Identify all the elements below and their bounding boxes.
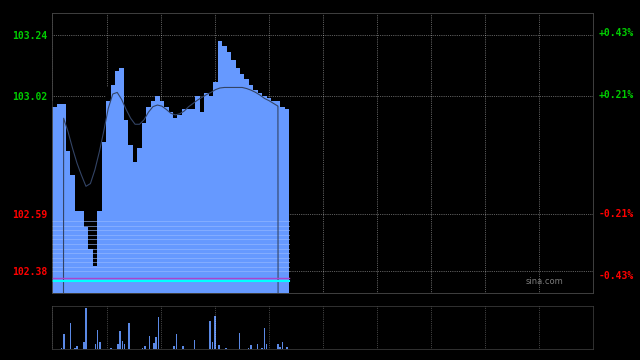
Bar <box>218 345 220 349</box>
Bar <box>173 346 175 349</box>
Bar <box>117 344 118 349</box>
Bar <box>277 344 278 349</box>
Bar <box>279 347 281 349</box>
Bar <box>250 345 252 349</box>
Bar <box>124 344 125 349</box>
Bar <box>248 348 250 349</box>
Bar <box>86 308 87 349</box>
Bar <box>95 344 96 349</box>
Bar <box>223 348 225 349</box>
Bar <box>261 348 263 349</box>
Bar <box>153 343 155 349</box>
Bar <box>99 342 100 349</box>
Bar <box>214 315 216 349</box>
Bar <box>225 348 227 349</box>
Bar <box>142 347 143 349</box>
Text: sina.com: sina.com <box>525 276 563 285</box>
Bar <box>156 337 157 349</box>
Bar <box>257 344 259 349</box>
Bar <box>266 344 268 349</box>
Bar <box>212 342 213 349</box>
Bar <box>182 346 184 349</box>
Bar <box>157 317 159 349</box>
Bar <box>97 330 99 349</box>
Bar <box>239 333 240 349</box>
Bar <box>63 334 65 349</box>
Bar <box>74 348 76 349</box>
Bar <box>209 321 211 349</box>
Bar <box>119 331 121 349</box>
Bar <box>128 323 130 349</box>
Bar <box>144 346 146 349</box>
Bar <box>194 340 195 349</box>
Bar <box>83 342 85 349</box>
Bar <box>282 342 283 349</box>
Bar <box>264 328 265 349</box>
Bar <box>110 348 112 349</box>
Bar <box>148 336 150 349</box>
Bar <box>61 348 62 349</box>
Bar <box>175 334 177 349</box>
Bar <box>70 323 71 349</box>
Bar <box>122 341 123 349</box>
Bar <box>286 347 287 349</box>
Bar <box>76 346 78 349</box>
